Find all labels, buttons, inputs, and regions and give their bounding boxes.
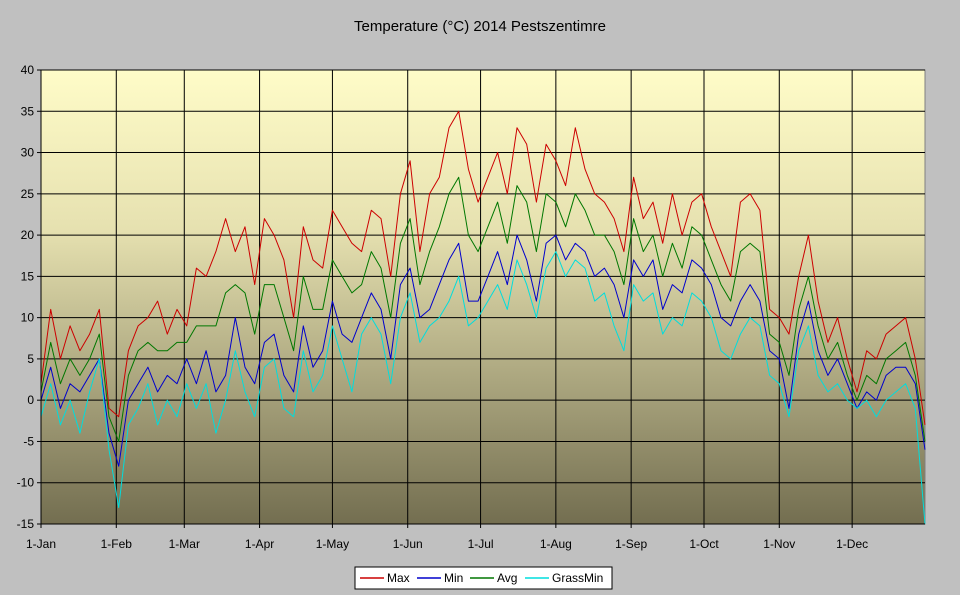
legend-label-grassmin: GrassMin: [552, 571, 603, 585]
chart-title: Temperature (°C) 2014 Pestszentimre: [354, 18, 606, 35]
x-tick-label-1-Aug: 1-Aug: [540, 537, 572, 551]
y-tick-label-25: 25: [21, 187, 35, 201]
x-tick-label-1-Jan: 1-Jan: [26, 537, 56, 551]
x-tick-label-1-Jul: 1-Jul: [468, 537, 494, 551]
x-tick-label-1-Nov: 1-Nov: [763, 537, 795, 551]
legend: Max Min Avg GrassMin: [354, 566, 613, 590]
plot-area: [40, 69, 926, 525]
y-tick-label--15: -15: [17, 517, 35, 531]
legend-label-min: Min: [444, 571, 463, 585]
x-tick-label-1-Dec: 1-Dec: [836, 537, 868, 551]
y-tick-label--5: -5: [23, 434, 34, 448]
series-line-min: [40, 234, 926, 467]
x-tick-label-1-Sep: 1-Sep: [615, 537, 647, 551]
x-tick-label-1-Oct: 1-Oct: [689, 537, 719, 551]
series-line-grassmin: [40, 251, 926, 525]
x-tick-label-1-Mar: 1-Mar: [169, 537, 200, 551]
series-line-avg: [40, 176, 926, 442]
series-line-max: [40, 110, 926, 425]
y-tick-label-10: 10: [21, 311, 35, 325]
y-tick-label-20: 20: [21, 228, 35, 242]
y-tick-label-30: 30: [21, 146, 35, 160]
x-tick-label-1-Apr: 1-Apr: [245, 537, 274, 551]
y-tick-label-40: 40: [21, 63, 35, 77]
x-tick-label-1-Jun: 1-Jun: [393, 537, 423, 551]
y-tick-label-5: 5: [27, 352, 34, 366]
vertical-gridlines: [115, 70, 853, 524]
y-tick-label-0: 0: [27, 393, 34, 407]
y-tick-label--10: -10: [17, 476, 35, 490]
y-tick-label-35: 35: [21, 104, 35, 118]
legend-label-avg: Avg: [497, 571, 517, 585]
x-tick-label-1-Feb: 1-Feb: [101, 537, 133, 551]
legend-label-max: Max: [387, 571, 410, 585]
x-axis-ticks: 1-Jan 1-Feb 1-Mar 1-Apr 1-May 1-Jun 1-Jul 1-Aug…: [26, 524, 868, 551]
y-tick-label-15: 15: [21, 269, 35, 283]
horizontal-gridlines: [41, 69, 925, 484]
series-lines: [40, 110, 926, 525]
x-tick-label-1-May: 1-May: [316, 537, 349, 551]
y-axis-ticks: -15 -10 -5 0 5 10 15 20 25 30 35 40: [17, 63, 41, 531]
